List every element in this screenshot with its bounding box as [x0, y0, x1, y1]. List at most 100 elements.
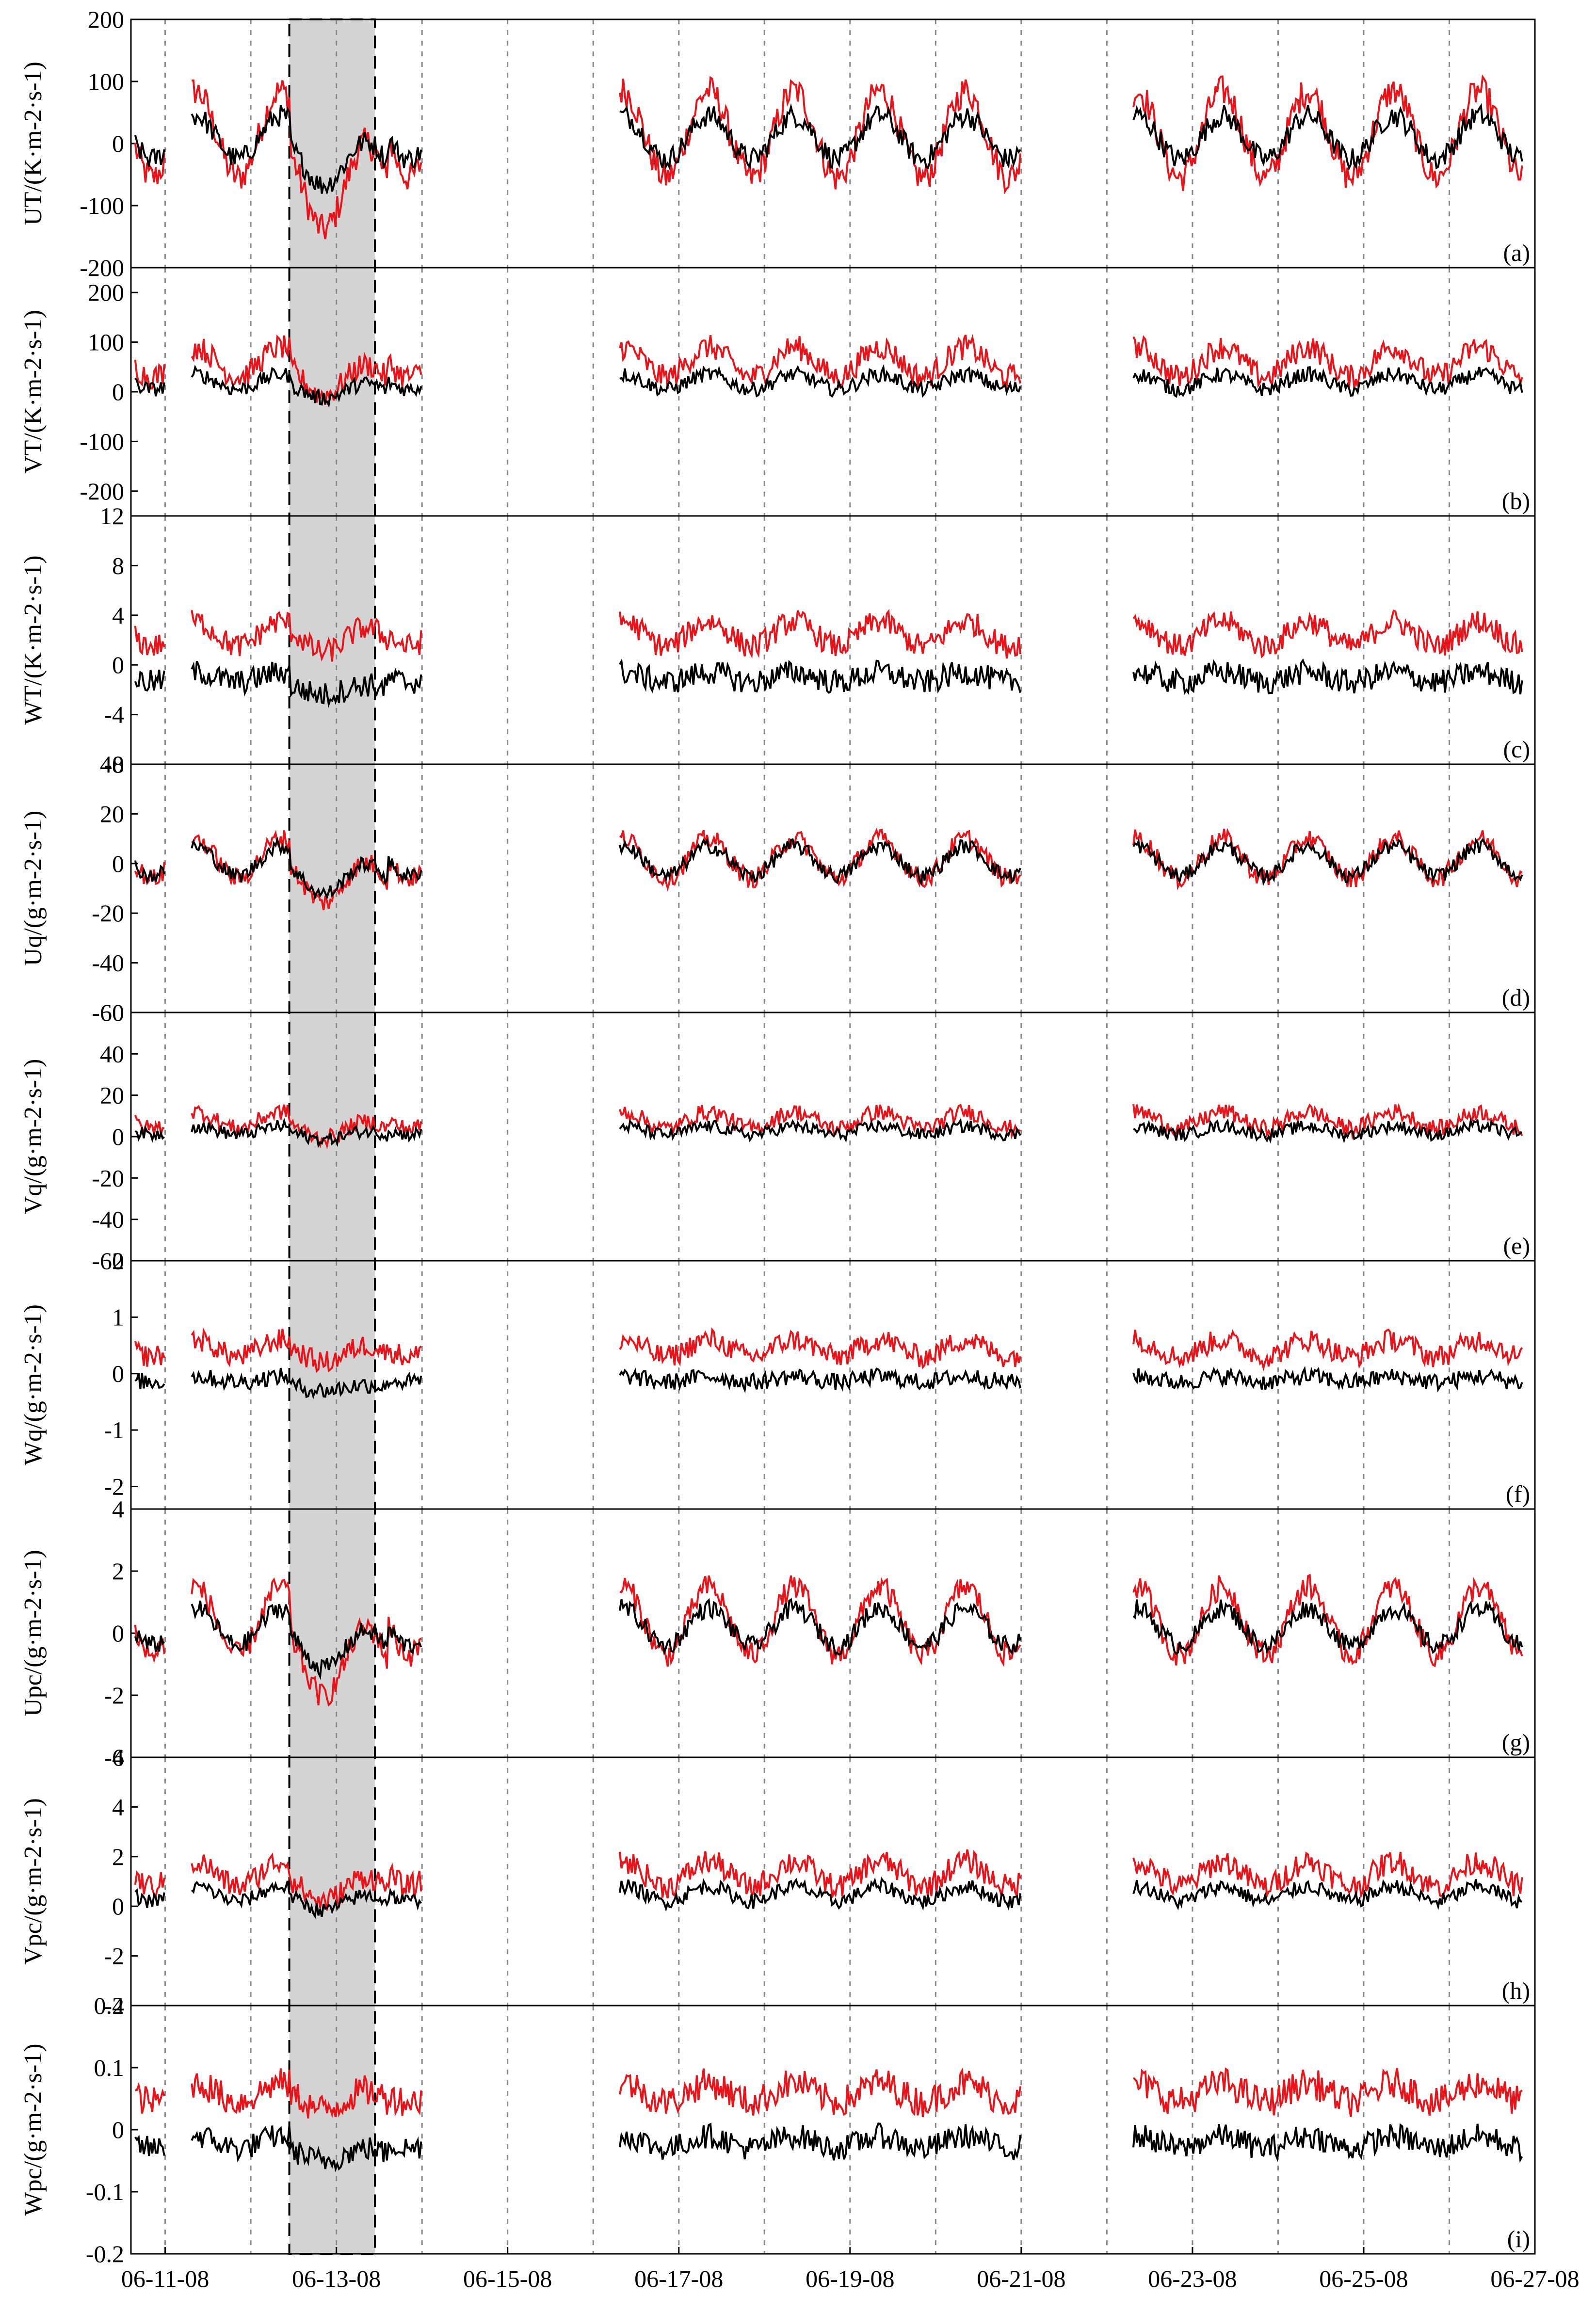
y-axis-label: WT/(K·m-2·s-1)	[19, 555, 47, 724]
series-line-black	[134, 1365, 1523, 1399]
panel-tag: (h)	[1502, 1977, 1530, 2004]
series-line-red	[135, 2067, 1523, 2119]
y-axis-label: VT/(K·m-2·s-1)	[19, 310, 47, 474]
y-tick-label: 0	[112, 850, 124, 877]
y-tick-label: -60	[92, 1247, 124, 1274]
panel-g: 4 2 0 -2 -4 Upc/(g·m-2·s-1) (g)	[19, 1495, 1536, 1771]
y-tick-label: -20	[92, 1164, 124, 1191]
x-tick-label: 06-19-08	[806, 2265, 894, 2292]
y-tick-label: -40	[92, 949, 124, 977]
y-tick-label: 200	[88, 6, 124, 33]
panel-tag: (i)	[1507, 2225, 1530, 2252]
y-tick-label: 4	[112, 1495, 124, 1523]
series-line-black	[134, 364, 1523, 408]
y-tick-label: -0.2	[86, 2240, 124, 2267]
panel-tag: (g)	[1502, 1729, 1530, 1756]
y-tick-label: 40	[100, 751, 124, 778]
series-line-red	[134, 1103, 1523, 1150]
y-tick-label: 0	[112, 651, 124, 678]
panels-layer: 2001000-100-200UT/(K·m-2·s-1)(a)2001000-…	[19, 6, 1536, 2267]
y-tick-label: 200	[88, 279, 124, 306]
y-axis-label: Wq/(g·m-2·s-1)	[19, 1304, 47, 1465]
y-tick-label: 100	[88, 68, 124, 95]
series-line-black	[134, 836, 1523, 900]
panel-tag: (d)	[1502, 984, 1530, 1011]
y-axis-label: UT/(K·m-2·s-1)	[19, 62, 47, 225]
series-line-red	[134, 1849, 1523, 1911]
y-tick-label: 6	[112, 1744, 124, 1771]
x-tick-label: 06-15-08	[463, 2265, 552, 2292]
series-line-red	[134, 609, 1523, 662]
x-tick-label: 06-13-08	[292, 2265, 381, 2292]
series-line-black	[134, 658, 1523, 708]
series-line-red	[134, 74, 1523, 240]
series-line-red	[134, 1327, 1523, 1373]
y-tick-label: 1	[112, 1303, 124, 1331]
x-tick-label: 06-23-08	[1148, 2265, 1237, 2292]
y-tick-label: 40	[100, 1040, 124, 1067]
y-tick-label: 8	[112, 552, 124, 579]
x-tick-label: 06-21-08	[977, 2265, 1065, 2292]
y-tick-label: 100	[88, 329, 124, 356]
panel-tag: (b)	[1502, 487, 1530, 514]
y-tick-label: 60	[100, 999, 124, 1026]
series-line-black	[134, 1876, 1522, 1919]
y-tick-label: -0.1	[86, 2178, 124, 2205]
x-axis: 06-11-08 06-13-08 06-15-08 06-17-08 06-19-08…	[121, 2247, 1580, 2292]
panel-tag: (a)	[1503, 239, 1531, 266]
y-tick-label: 0	[112, 2116, 124, 2143]
panel-a: 200 100 0 -100 -200 UT/(K·m-2·s-1) (a)	[19, 6, 1536, 281]
y-tick-label: 0.1	[94, 2054, 125, 2081]
y-tick-label: 4	[112, 602, 124, 629]
y-tick-label: -4	[104, 701, 124, 728]
y-tick-label: 4	[112, 1793, 124, 1820]
y-tick-label: -20	[92, 900, 124, 927]
y-tick-label: -2	[104, 1473, 124, 1500]
series-line-black	[134, 1117, 1522, 1148]
y-tick-label: 0	[112, 130, 124, 157]
y-axis-label: Uq/(g·m-2·s-1)	[19, 811, 47, 966]
series-line-red	[134, 1574, 1523, 1707]
series-line-black	[134, 1598, 1523, 1680]
y-tick-label: 0.2	[94, 1992, 125, 2019]
y-tick-label: -1	[104, 1416, 124, 1444]
y-tick-label: 0	[112, 1893, 124, 1920]
y-axis-label: Vq/(g·m-2·s-1)	[19, 1059, 47, 1215]
y-tick-label: 20	[100, 800, 124, 827]
panel-frame	[130, 2005, 1536, 2255]
y-tick-label: 0	[112, 1360, 124, 1387]
y-tick-label: -200	[80, 254, 124, 281]
y-tick-label: -100	[80, 428, 124, 455]
y-tick-label: -2	[104, 1682, 124, 1709]
panel-i: 0.2 0.1 0 -0.1 -0.2 Wpc/(g·m-2·s-1) (i)	[19, 1992, 1536, 2267]
y-tick-label: -100	[80, 192, 124, 219]
x-tick-label: 06-11-08	[121, 2265, 209, 2292]
y-axis-label: Wpc/(g·m-2·s-1)	[19, 2043, 47, 2216]
y-tick-label: 2	[112, 1558, 124, 1585]
series-line-black	[134, 2122, 1523, 2172]
panel-e: 60 40 20 0 -20 -40 -60 Vq/(g·m-2·s-1) (e)	[19, 999, 1536, 1274]
y-tick-label: 0	[112, 1620, 124, 1647]
x-tick-label: 06-25-08	[1319, 2265, 1408, 2292]
y-tick-label: 2	[112, 1843, 124, 1870]
panel-h: 6 4 2 0 -2 -4 Vpc/(g·m-2·s-1) (h)	[19, 1744, 1536, 2019]
series-line-black	[134, 103, 1523, 195]
panel-b: 200 100 0 -100 -200 VT/(K·m-2·s-1) (b)	[19, 267, 1536, 517]
y-tick-label: 0	[112, 1123, 124, 1150]
x-tick-label: 06-17-08	[634, 2265, 723, 2292]
panel-tag: (f)	[1506, 1480, 1530, 1508]
y-tick-label: 12	[100, 502, 124, 530]
y-tick-label: 20	[100, 1082, 124, 1109]
x-tick-label: 06-27-08	[1490, 2265, 1579, 2292]
panel-tag: (c)	[1503, 736, 1531, 763]
y-tick-label: -4	[104, 1992, 124, 2019]
y-tick-label: -60	[92, 999, 124, 1026]
y-tick-label: -2	[104, 1943, 124, 1970]
y-tick-label: -8	[104, 751, 124, 778]
y-tick-label: 2	[112, 1247, 124, 1274]
y-tick-label: -4	[104, 1744, 124, 1771]
y-tick-label: -200	[80, 478, 124, 505]
panel-tag: (e)	[1503, 1232, 1531, 1259]
